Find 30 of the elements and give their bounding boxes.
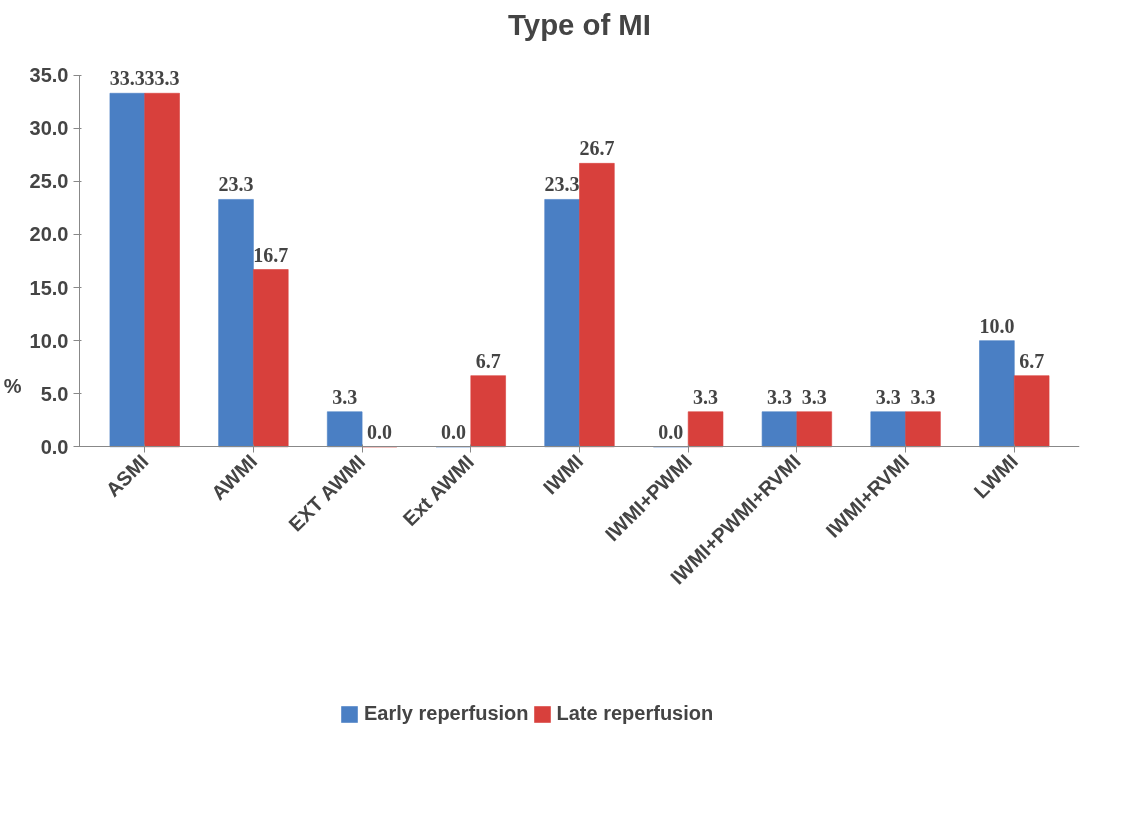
y-tick-label: 35.0 (29, 64, 69, 87)
data-label: 3.3 (875, 385, 901, 408)
data-label: 3.3 (801, 385, 827, 408)
data-label: 6.7 (475, 349, 501, 372)
y-tick-label: 20.0 (29, 223, 69, 246)
legend-label: Late reperfusion (556, 702, 714, 725)
y-axis-title: % (3, 374, 22, 397)
chart-title: Type of MI (508, 7, 651, 41)
y-tick-label: 0.0 (40, 435, 69, 458)
y-tick-label: 10.0 (29, 329, 69, 352)
data-label: 33.3 (144, 67, 180, 90)
data-label: 23.3 (218, 173, 254, 196)
data-label: 0.0 (658, 420, 684, 443)
data-label: 10.0 (979, 314, 1015, 337)
data-label: 26.7 (579, 137, 615, 160)
data-label: 3.3 (767, 385, 792, 408)
data-label: 0.0 (440, 420, 466, 443)
y-tick-label: 5.0 (40, 382, 69, 405)
data-label: 3.3 (910, 385, 936, 408)
data-label: 0.0 (367, 420, 392, 443)
data-label: 6.7 (1019, 349, 1045, 372)
data-label: 33.3 (109, 67, 145, 90)
y-tick-label: 15.0 (29, 276, 69, 299)
y-tick-label: 30.0 (29, 117, 69, 140)
data-label: 23.3 (544, 173, 580, 196)
data-label: 3.3 (693, 385, 719, 408)
data-label: 16.7 (253, 243, 289, 266)
legend-label: Early reperfusion (364, 702, 529, 725)
data-label: 3.3 (332, 385, 358, 408)
y-tick-label: 25.0 (29, 170, 69, 193)
